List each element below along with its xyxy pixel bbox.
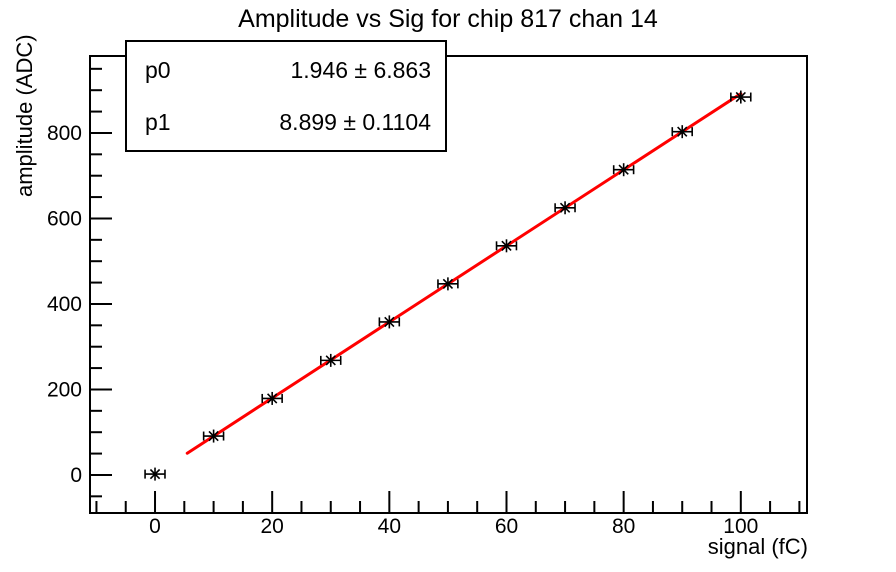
marker-stroke bbox=[325, 355, 336, 366]
data-point-marker bbox=[202, 429, 225, 443]
data-point-marker bbox=[612, 163, 635, 177]
x-tick-label: 40 bbox=[378, 515, 401, 538]
data-point-marker bbox=[671, 125, 693, 139]
y-tick-label: 400 bbox=[47, 293, 82, 316]
x-tick-label: 60 bbox=[495, 515, 518, 538]
x-tick-label: 100 bbox=[723, 515, 758, 538]
x-tick-label: 0 bbox=[149, 515, 161, 538]
data-point-marker bbox=[378, 315, 401, 329]
marker-stroke bbox=[149, 468, 161, 480]
data-point-marker bbox=[495, 239, 518, 253]
data-point-marker bbox=[144, 467, 166, 481]
marker-stroke bbox=[677, 126, 688, 137]
marker-stroke bbox=[384, 316, 395, 328]
marker-stroke bbox=[267, 393, 278, 404]
y-tick-label: 800 bbox=[47, 122, 82, 145]
x-axis-title: signal (fC) bbox=[707, 534, 808, 559]
x-tick-label: 80 bbox=[612, 515, 635, 538]
stat-param-label: p1 bbox=[145, 108, 171, 135]
marker-stroke bbox=[618, 164, 629, 175]
data-point-marker bbox=[554, 201, 576, 215]
marker-stroke bbox=[208, 430, 219, 442]
stat-row-p1: p1 8.899 ± 0.1104 bbox=[145, 109, 431, 136]
y-tick-label: 600 bbox=[47, 207, 82, 230]
stat-param-label: p0 bbox=[145, 56, 171, 83]
fit-stats-box: p0 1.946 ± 6.863 p1 8.899 ± 0.1104 bbox=[125, 40, 447, 152]
stat-value: 1.946 ± 6.863 bbox=[290, 56, 431, 83]
chart-title: Amplitude vs Sig for chip 817 chan 14 bbox=[238, 5, 658, 33]
stat-row-p0: p0 1.946 ± 6.863 bbox=[145, 57, 431, 84]
data-point-marker bbox=[319, 353, 342, 367]
data-point-marker bbox=[730, 90, 752, 104]
data-point-marker bbox=[261, 391, 283, 405]
marker-stroke bbox=[559, 202, 571, 213]
data-point-marker bbox=[437, 277, 459, 291]
plot-frame bbox=[89, 55, 808, 514]
y-tick-label: 200 bbox=[47, 378, 82, 401]
y-axis-title: amplitude (ADC) bbox=[12, 34, 37, 197]
x-tick-label: 20 bbox=[260, 515, 283, 538]
marker-stroke bbox=[442, 278, 454, 290]
marker-stroke bbox=[735, 91, 746, 103]
y-tick-label: 0 bbox=[70, 464, 82, 487]
marker-stroke bbox=[501, 240, 512, 251]
fit-line bbox=[185, 92, 743, 455]
stat-value: 8.899 ± 0.1104 bbox=[279, 108, 431, 135]
